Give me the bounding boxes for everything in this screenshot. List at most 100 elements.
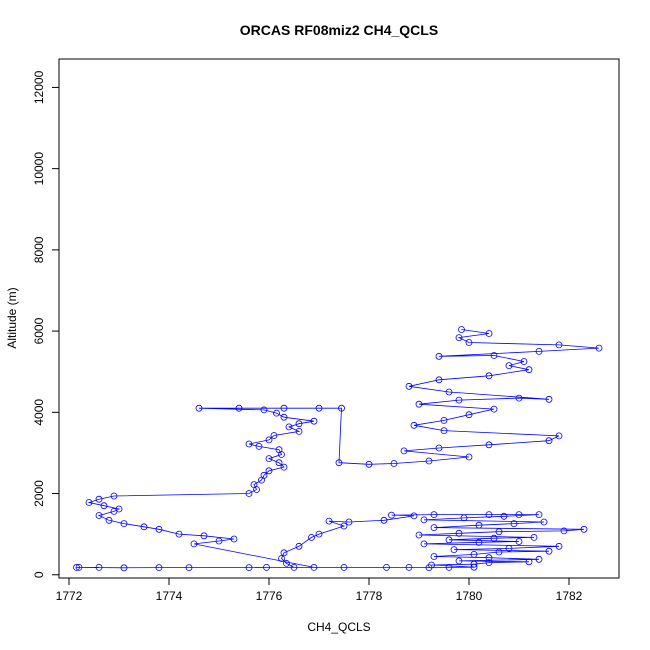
data-point — [430, 524, 438, 531]
data-point — [540, 518, 548, 526]
data-point — [280, 413, 288, 421]
data-point — [430, 553, 438, 560]
data-point — [425, 457, 433, 465]
y-tick-label: 6000 — [32, 317, 46, 344]
data-point — [515, 538, 523, 545]
data-point — [295, 427, 303, 435]
data-point — [295, 542, 303, 550]
data-point — [470, 551, 478, 558]
series-layer — [73, 326, 603, 572]
data-point — [485, 441, 493, 449]
data-point — [73, 564, 80, 571]
data-point — [485, 511, 493, 518]
data-point — [175, 530, 183, 538]
data-point — [580, 525, 588, 533]
x-axis: 1772 1774 1776 1778 1780 1782 — [56, 577, 583, 603]
y-axis: 0 2000 4000 6000 8000 10000 12000 — [32, 70, 60, 578]
data-point — [510, 520, 518, 527]
data-point — [535, 347, 543, 355]
data-point — [278, 555, 285, 562]
data-point — [310, 417, 318, 425]
data-point — [260, 406, 268, 414]
data-point — [490, 534, 498, 542]
data-point — [440, 427, 448, 435]
data-point — [215, 537, 223, 545]
data-point — [245, 564, 253, 571]
data-point — [265, 455, 273, 463]
data-point — [415, 400, 423, 408]
data-point — [285, 423, 293, 431]
data-point — [525, 558, 533, 566]
data-point — [485, 554, 493, 562]
data-point — [390, 460, 398, 467]
data-point — [455, 557, 463, 565]
data-point — [405, 382, 413, 390]
x-tick-label: 1772 — [56, 589, 83, 603]
data-point — [440, 416, 448, 424]
data-point — [365, 460, 373, 468]
data-point — [75, 564, 83, 571]
x-tick-label: 1776 — [256, 589, 283, 603]
y-axis-label: Altitude (m) — [5, 287, 19, 348]
data-point — [460, 514, 468, 522]
data-point — [465, 339, 473, 346]
x-tick-label: 1780 — [456, 589, 483, 603]
data-point — [470, 560, 478, 568]
data-point — [465, 411, 473, 419]
data-point — [105, 516, 113, 524]
data-point — [520, 358, 528, 365]
y-tick-label: 10000 — [32, 152, 46, 186]
data-point — [420, 540, 428, 548]
data-point — [515, 511, 523, 518]
x-tick-label: 1774 — [156, 589, 183, 603]
series-line — [76, 329, 600, 569]
data-point — [545, 437, 553, 445]
data-point — [445, 388, 453, 396]
data-point — [380, 516, 388, 524]
data-point — [315, 530, 323, 538]
data-point — [405, 564, 413, 571]
data-point — [470, 563, 478, 571]
data-point — [95, 512, 103, 519]
data-point — [495, 528, 503, 536]
data-point — [435, 376, 443, 384]
data-point — [250, 481, 258, 489]
data-point — [490, 352, 498, 359]
data-point — [445, 564, 453, 571]
data-point — [265, 467, 273, 475]
data-point — [255, 442, 263, 450]
data-point — [260, 471, 268, 479]
data-point — [400, 447, 408, 455]
data-point — [310, 564, 318, 571]
data-point — [275, 459, 283, 467]
data-point — [270, 432, 278, 439]
data-point — [475, 538, 483, 546]
data-point — [450, 546, 458, 553]
data-point — [535, 555, 543, 563]
x-tick-label: 1782 — [556, 589, 583, 603]
data-point — [435, 352, 443, 360]
data-point — [525, 366, 533, 374]
data-point — [490, 405, 498, 413]
data-point — [190, 540, 198, 548]
x-tick-label: 1778 — [356, 589, 383, 603]
data-point — [275, 446, 283, 454]
data-point — [263, 564, 270, 571]
data-point — [455, 396, 463, 404]
data-point — [290, 564, 298, 571]
data-point — [555, 341, 563, 349]
data-point — [430, 511, 438, 518]
data-point — [485, 559, 493, 566]
data-point — [140, 523, 148, 531]
data-point — [545, 395, 553, 403]
data-point — [338, 404, 345, 412]
data-point — [85, 499, 93, 506]
data-point — [340, 522, 348, 530]
data-point — [555, 542, 563, 550]
data-point — [273, 409, 280, 417]
data-point — [95, 495, 103, 503]
data-point — [410, 512, 418, 520]
data-point — [245, 440, 253, 448]
data-point — [95, 564, 103, 571]
